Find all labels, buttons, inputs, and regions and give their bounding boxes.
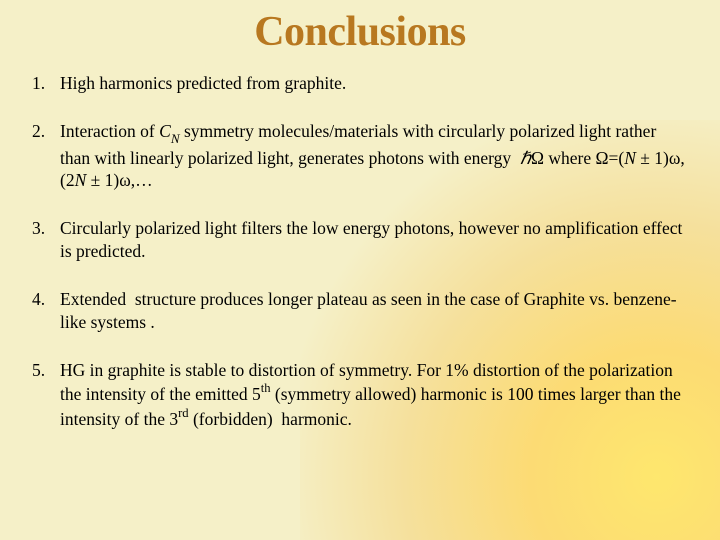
list-item-4: 4. Extended structure produces longer pl… bbox=[32, 288, 690, 333]
content-list: 1. High harmonics predicted from graphit… bbox=[0, 62, 720, 450]
list-item-2: 2. Interaction of CN symmetry molecules/… bbox=[32, 120, 690, 191]
item-number: 1. bbox=[32, 72, 60, 94]
slide-title: Conclusions bbox=[0, 0, 720, 62]
item-number: 5. bbox=[32, 359, 60, 430]
list-item-1: 1. High harmonics predicted from graphit… bbox=[32, 72, 690, 94]
list-item-5: 5. HG in graphite is stable to distortio… bbox=[32, 359, 690, 430]
item-text: Extended structure produces longer plate… bbox=[60, 288, 690, 333]
item-text: HG in graphite is stable to distortion o… bbox=[60, 359, 690, 430]
list-item-3: 3. Circularly polarized light filters th… bbox=[32, 217, 690, 262]
item-text: Interaction of CN symmetry molecules/mat… bbox=[60, 120, 690, 191]
item-number: 3. bbox=[32, 217, 60, 262]
item-number: 4. bbox=[32, 288, 60, 333]
item-number: 2. bbox=[32, 120, 60, 191]
item-text: High harmonics predicted from graphite. bbox=[60, 72, 690, 94]
item-text: Circularly polarized light filters the l… bbox=[60, 217, 690, 262]
